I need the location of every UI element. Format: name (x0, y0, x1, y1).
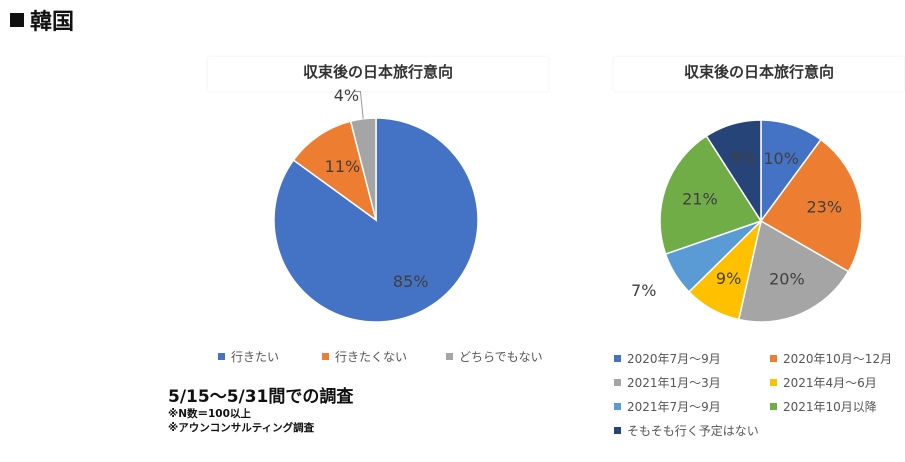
right-legend-item: 2021年1月〜3月 (614, 374, 721, 391)
slice-value-label: 85% (393, 272, 429, 291)
square-bullet-icon (10, 13, 24, 27)
left-legend-item: 行きたい (218, 348, 279, 365)
right-legend-item: 2020年10月〜12月 (770, 350, 892, 367)
right-pie-chart: 10% 23% 20% 9% 7% 21% 9% (631, 119, 863, 323)
source-note: ※アウンコンサルティング調査 (168, 422, 315, 434)
pie-slice (705, 119, 762, 224)
sample-size-note: ※N数＝100以上 (168, 408, 251, 420)
legend-label: 2021年4月〜6月 (783, 376, 877, 390)
legend-label: どちらでもない (459, 350, 543, 364)
left-legend-item: どちらでもない (446, 348, 543, 365)
legend-label: 2021年10月以降 (783, 400, 877, 414)
slice-value-label: 4% (334, 86, 359, 105)
legend-swatch (770, 403, 777, 410)
slice-value-label: 9% (730, 148, 755, 167)
right-legend-item: そもそも行く予定はない (614, 422, 759, 439)
right-chart-title: 収束後の日本旅行意向 (614, 57, 904, 91)
survey-period: 5/15〜5/31間での調査 (168, 387, 354, 407)
left-chart-title: 収束後の日本旅行意向 (208, 57, 548, 91)
legend-label: 2020年10月〜12月 (783, 352, 893, 366)
slice-value-label: 10% (763, 149, 799, 168)
legend-swatch (322, 353, 329, 360)
leader-line (354, 91, 364, 119)
legend-label: 行きたくない (335, 350, 408, 364)
pie-slice (737, 219, 850, 323)
legend-swatch (614, 379, 621, 386)
legend-swatch (614, 355, 621, 362)
right-legend-item: 2021年7月〜9月 (614, 398, 721, 415)
legend-swatch (770, 355, 777, 362)
legend-swatch (770, 379, 777, 386)
right-legend-item: 2020年7月〜9月 (614, 350, 721, 367)
page-heading: 韓国 (10, 4, 74, 36)
legend-label: 2020年7月〜9月 (627, 352, 721, 366)
slice-value-label: 9% (716, 269, 741, 288)
legend-label: 2021年1月〜3月 (627, 376, 721, 390)
left-pie-chart: 85% 11% 4% (273, 86, 479, 323)
slice-value-label: 11% (325, 157, 361, 176)
legend-swatch (218, 353, 225, 360)
pie-slice (759, 138, 863, 273)
slice-value-label: 23% (806, 197, 842, 216)
legend-swatch (614, 403, 621, 410)
pie-slice (292, 120, 378, 222)
legend-swatch (446, 353, 453, 360)
left-legend-item: 行きたくない (322, 348, 407, 365)
right-chart-legend: 2020年7月〜9月 2020年10月〜12月 2021年1月〜3月 2021年4月〜… (612, 350, 902, 450)
left-chart-legend: 行きたい 行きたくない どちらでもない (218, 348, 558, 366)
right-legend-item: 2021年4月〜6月 (770, 374, 877, 391)
legend-label: そもそも行く予定はない (627, 424, 759, 438)
slice-value-label: 20% (769, 270, 805, 289)
right-legend-item: 2021年10月以降 (770, 398, 877, 415)
pie-slice (659, 134, 763, 255)
legend-label: 2021年7月〜9月 (627, 400, 721, 414)
legend-swatch (614, 427, 621, 434)
legend-label: 行きたい (231, 350, 280, 364)
page-heading-text: 韓国 (30, 10, 75, 35)
slice-value-label: 7% (631, 281, 656, 300)
slice-value-label: 21% (682, 189, 718, 208)
